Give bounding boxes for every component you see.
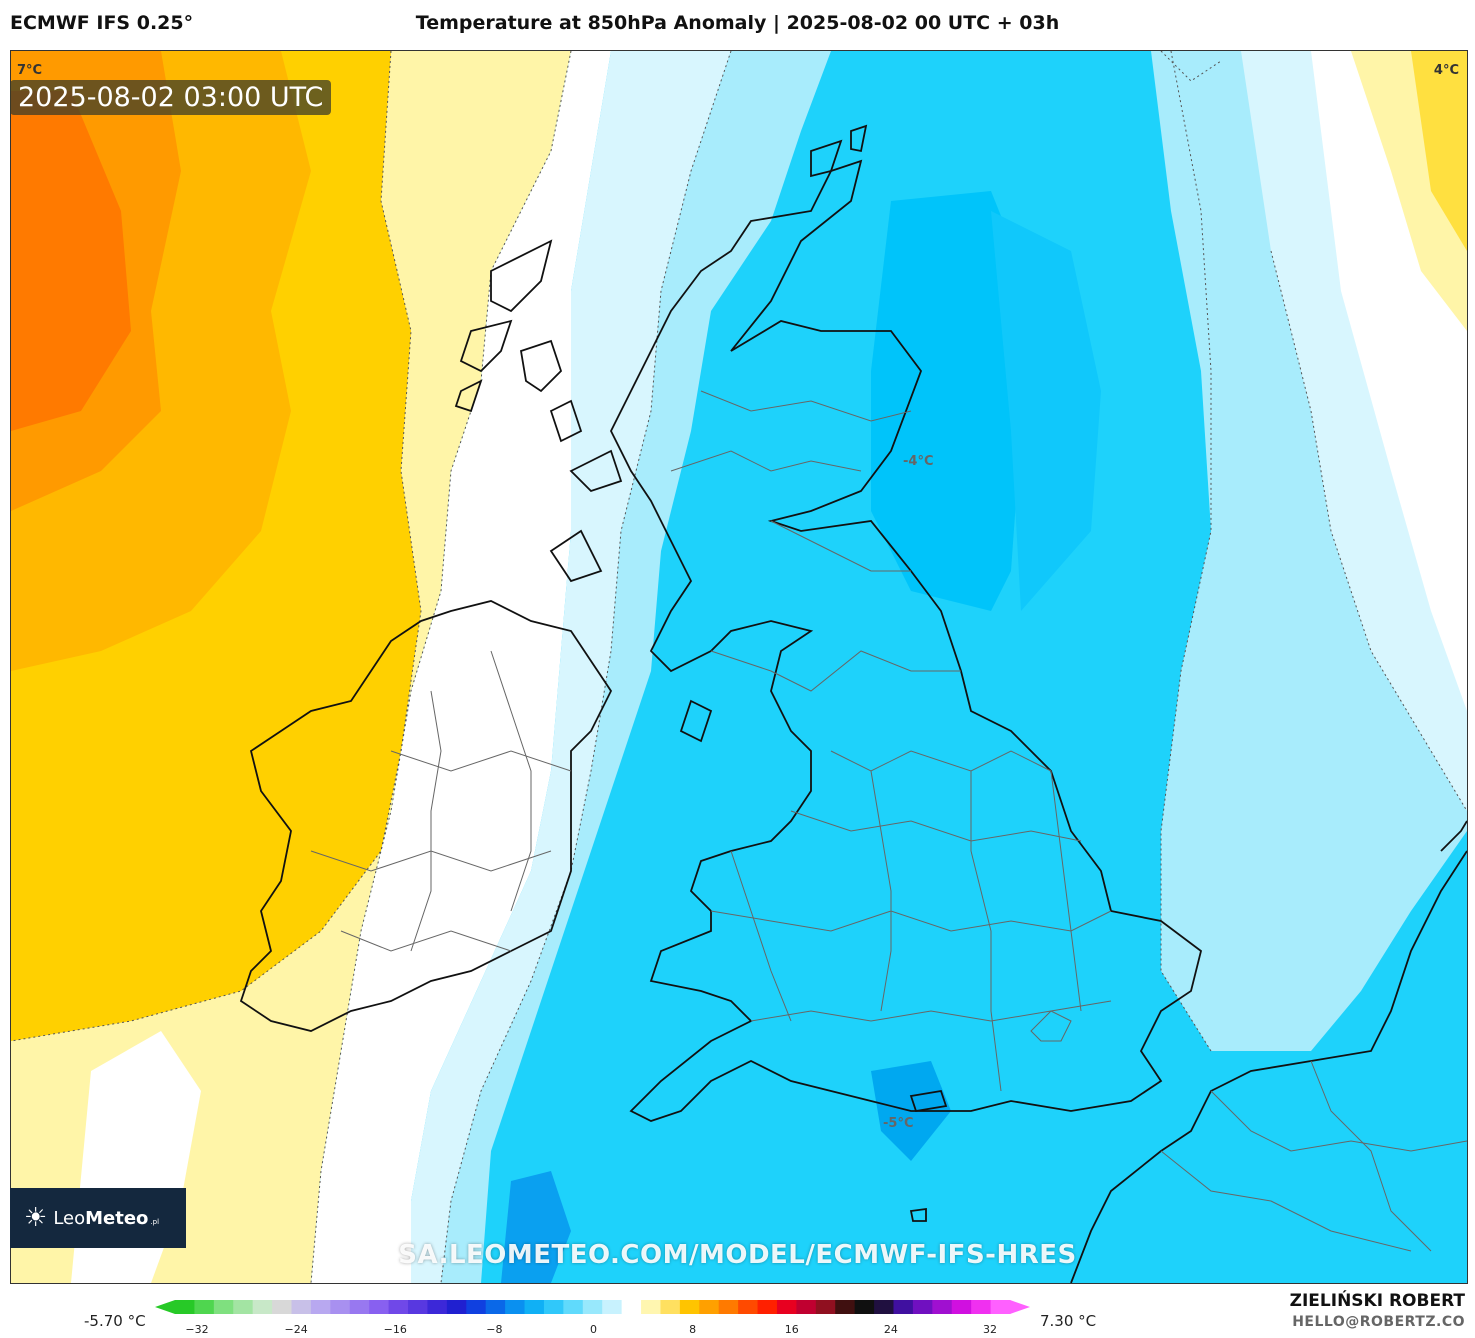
color-scale-cell [757,1300,778,1314]
color-scale-cell [427,1300,448,1314]
color-scale-cell [466,1300,487,1314]
color-scale-tick-label: −16 [383,1323,407,1336]
map-title: Temperature at 850hPa Anomaly | 2025-08-… [415,12,1060,34]
color-scale-cell [543,1300,564,1314]
color-scale-cell [660,1300,681,1314]
label-channel-temp: -5°C [883,1116,914,1131]
color-scale-cell [602,1300,623,1314]
color-scale-cell [330,1300,351,1314]
color-scale-cell [874,1300,894,1314]
color-scale-cell [408,1300,428,1314]
color-scale-cell [194,1300,215,1314]
color-scale-cell [912,1300,933,1314]
color-scale-tick-label: −8 [486,1323,503,1336]
corner-temp-left: 7°C [17,63,43,78]
color-scale-cell [621,1300,642,1314]
color-scale-cell [582,1300,603,1314]
author-name: ZIELIŃSKI ROBERT [1289,1291,1465,1311]
color-scale-cell [835,1300,856,1314]
label-scotland-temp: -4°C [903,454,934,469]
color-scale-tick-label: 8 [689,1323,697,1336]
legend-max-value: 7.30 °C [1040,1312,1097,1330]
color-scale-cell [679,1300,700,1314]
color-scale-cell [291,1300,312,1314]
weather-map[interactable]: 7°C 4°C -4°C -5°C [10,50,1468,1284]
color-scale-cell [272,1300,293,1314]
color-scale-cell [524,1300,545,1314]
color-scale-tick-label: 24 [883,1323,898,1336]
color-scale-cell [252,1300,273,1314]
color-scale-cell [990,1300,1011,1314]
color-scale-cell [563,1300,584,1314]
color-scale-cell [951,1300,972,1314]
valid-time-badge: 2025-08-02 03:00 UTC [10,80,332,115]
color-scale-cell [932,1300,953,1314]
color-scale-tick-label: 0 [590,1323,597,1336]
legend-min-value: -5.70 °C [84,1312,146,1330]
color-scale-cell [349,1300,370,1314]
color-scale-cell [776,1300,797,1314]
color-scale-cell [641,1300,661,1314]
color-scale-tick-label: −32 [185,1323,209,1336]
color-scale-cell [699,1300,720,1314]
color-scale-cell [854,1300,875,1314]
color-scale-cell [233,1300,254,1314]
color-scale-cell [971,1300,992,1314]
temperature-anomaly-field [11,51,1467,1283]
color-scale-cell [738,1300,759,1314]
color-scale-cell [213,1300,234,1314]
color-scale-tick-label: −24 [284,1323,308,1336]
author-email[interactable]: HELLO@ROBERTZ.CO [1292,1314,1465,1330]
color-scale-cell [505,1300,526,1314]
color-scale-cell [815,1300,836,1314]
color-scale-cell [485,1300,506,1314]
color-scale-tick-label: 16 [784,1323,799,1336]
color-scale-cell [388,1300,409,1314]
model-name: ECMWF IFS 0.25° [10,12,194,34]
color-scale-tick-label: 32 [983,1323,997,1336]
color-scale-cell [893,1300,914,1314]
logo-suffix: .pl [150,1218,160,1226]
color-scale-cell [310,1300,331,1314]
sun-icon: ☀ [24,1203,48,1233]
color-scale-cell [796,1300,817,1314]
color-scale-cell [369,1300,390,1314]
color-scale-cell [446,1300,467,1314]
leometeo-logo[interactable]: ☀ LeoMeteo .pl [10,1188,186,1248]
color-scale-bar [155,1300,1030,1314]
corner-temp-right: 4°C [1433,63,1459,78]
source-url-watermark: SA.LEOMETEO.COM/MODEL/ECMWF-IFS-HRES [398,1240,1077,1270]
color-scale-cell [718,1300,739,1314]
logo-text: LeoMeteo [53,1207,149,1229]
color-scale-cell [175,1300,195,1314]
